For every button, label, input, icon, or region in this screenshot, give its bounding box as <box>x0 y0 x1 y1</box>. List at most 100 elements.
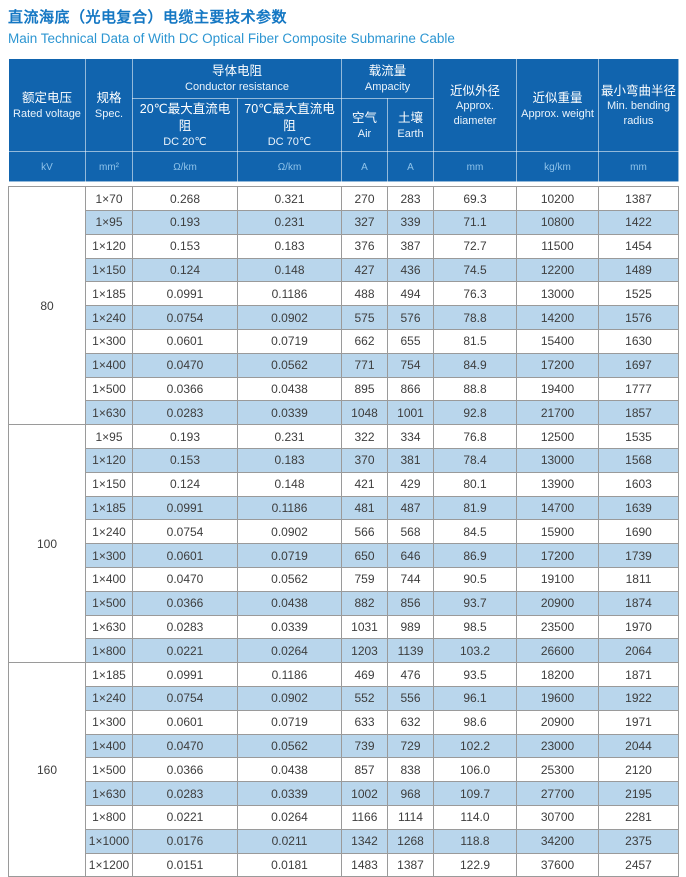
cell-dc70: 0.1186 <box>237 281 342 307</box>
cell-bending: 1489 <box>598 257 679 283</box>
cell-bending: 2064 <box>598 638 679 664</box>
cell-spec: 1×120 <box>85 448 133 473</box>
cell-dc20: 0.153 <box>132 233 238 259</box>
col-label-en: Spec. <box>94 107 124 120</box>
table-row: 1×95 0.193 0.231 327 339 71.1 10800 1422 <box>9 210 679 235</box>
cell-earth: 1139 <box>387 638 434 664</box>
cell-air: 370 <box>341 448 388 473</box>
cell-bending: 1739 <box>598 543 679 569</box>
cell-dc70: 0.0438 <box>237 590 342 616</box>
cell-bending: 1535 <box>598 424 679 450</box>
col-label-en: Conductor resistance <box>185 81 289 94</box>
cell-dc20: 0.0470 <box>132 352 238 378</box>
cell-weight: 14700 <box>516 495 599 521</box>
table-row: 1×400 0.0470 0.0562 771 754 84.9 17200 1697 <box>9 352 679 378</box>
cell-spec: 1×240 <box>85 305 133 331</box>
cell-bending: 1454 <box>598 233 679 259</box>
cell-air: 421 <box>341 471 388 497</box>
cell-rated-voltage: 160 <box>8 662 86 877</box>
cell-weight: 17200 <box>516 352 599 378</box>
cell-diameter: 106.0 <box>433 757 517 783</box>
cell-dc20: 0.0283 <box>132 781 238 807</box>
col-header-rated-voltage: 额定电压 Rated voltage <box>8 58 86 153</box>
cell-dc70: 0.0562 <box>237 352 342 378</box>
cell-dc70: 0.0339 <box>237 400 342 426</box>
cell-air: 469 <box>341 662 388 688</box>
cell-diameter: 74.5 <box>433 257 517 283</box>
table-row: 1×500 0.0366 0.0438 857 838 106.0 25300 2120 <box>9 757 679 783</box>
cell-air: 771 <box>341 352 388 378</box>
table-row: 1×185 0.0991 0.1186 481 487 81.9 14700 1639 <box>9 495 679 521</box>
cell-diameter: 98.5 <box>433 614 517 640</box>
cell-bending: 2375 <box>598 828 679 854</box>
cell-diameter: 118.8 <box>433 828 517 854</box>
col-group-conductor-resistance: 导体电阻 Conductor resistance <box>131 58 343 100</box>
table-row: 80 1×70 0.268 0.321 270 283 69.3 10200 1387 <box>8 186 679 426</box>
cell-diameter: 81.9 <box>433 495 517 521</box>
spec-table-header: 额定电压 Rated voltage 规格 Spec. 导体电阻 Conduct… <box>8 58 680 183</box>
cell-earth: 1001 <box>387 400 434 426</box>
table-row: 1×630 0.0283 0.0339 1002 968 109.7 27700 2195 <box>9 781 679 807</box>
cell-air: 488 <box>341 281 388 307</box>
table-row: 1×630 0.0283 0.0339 1031 989 98.5 23500 1970 <box>9 614 679 640</box>
cell-spec: 1×500 <box>85 757 133 783</box>
col-label-en: Earth <box>397 127 424 140</box>
unit-rated-voltage: kV <box>8 151 86 183</box>
cell-bending: 2195 <box>598 781 679 807</box>
cell-dc70: 0.0562 <box>237 567 342 592</box>
cell-weight: 12200 <box>516 257 599 283</box>
cell-earth: 381 <box>387 448 434 473</box>
cell-spec: 1×185 <box>85 495 133 521</box>
table-row: 1×300 0.0601 0.0719 662 655 81.5 15400 1630 <box>9 329 679 354</box>
col-label-en: Approx. weight <box>521 107 594 120</box>
cell-weight: 10200 <box>516 186 599 212</box>
col-label-zh: 土壤 <box>398 110 424 125</box>
cell-dc20: 0.0991 <box>132 495 238 521</box>
cell-diameter: 90.5 <box>433 567 517 592</box>
cell-diameter: 122.9 <box>433 852 517 877</box>
cell-air: 633 <box>341 709 388 735</box>
cell-bending: 1690 <box>598 519 679 545</box>
cell-diameter: 76.3 <box>433 281 517 307</box>
spec-table-body: 80 1×70 0.268 0.321 270 283 69.3 10200 1387 1×95 0… <box>8 186 679 877</box>
cell-dc70: 0.0339 <box>237 781 342 807</box>
cell-diameter: 78.8 <box>433 305 517 331</box>
cell-dc20: 0.0366 <box>132 757 238 783</box>
cell-diameter: 88.8 <box>433 376 517 402</box>
cell-weight: 37600 <box>516 852 599 877</box>
cell-bending: 1568 <box>598 448 679 473</box>
table-row: 1×240 0.0754 0.0902 552 556 96.1 19600 1922 <box>9 686 679 711</box>
cell-air: 882 <box>341 590 388 616</box>
page-title-chinese: 直流海底（光电复合）电缆主要技术参数 <box>8 9 288 26</box>
cell-spec: 1×95 <box>85 210 133 235</box>
cell-dc20: 0.193 <box>132 210 238 235</box>
cell-dc20: 0.0991 <box>132 662 238 688</box>
col-header-spec: 规格 Spec. <box>85 58 133 153</box>
cell-air: 327 <box>341 210 388 235</box>
cell-earth: 989 <box>387 614 434 640</box>
cell-spec: 1×240 <box>85 519 133 545</box>
col-label-en: Min. bending radius <box>607 100 671 127</box>
cell-earth: 655 <box>387 329 434 354</box>
col-label-zh: 20℃最大直流电阻 <box>139 102 231 134</box>
cell-diameter: 98.6 <box>433 709 517 735</box>
cell-bending: 2281 <box>598 805 679 830</box>
cell-dc20: 0.193 <box>132 424 238 450</box>
cell-bending: 1971 <box>598 709 679 735</box>
table-row: 1×400 0.0470 0.0562 759 744 90.5 19100 1811 <box>9 567 679 592</box>
page-title-english: Main Technical Data of With DC Optical F… <box>8 31 455 47</box>
cell-dc20: 0.0754 <box>132 305 238 331</box>
cell-spec: 1×150 <box>85 257 133 283</box>
cell-dc20: 0.0151 <box>132 852 238 877</box>
col-label-zh: 空气 <box>352 110 378 125</box>
cell-spec: 1×800 <box>85 638 133 664</box>
col-label-en: Approx. diameter <box>453 100 497 127</box>
cell-dc70: 0.0211 <box>237 828 342 854</box>
cell-air: 270 <box>341 186 388 212</box>
cell-dc20: 0.124 <box>132 471 238 497</box>
cell-weight: 26600 <box>516 638 599 664</box>
cell-earth: 576 <box>387 305 434 331</box>
cell-air: 1002 <box>341 781 388 807</box>
cell-air: 1031 <box>341 614 388 640</box>
col-group-ampacity: 载流量 Ampacity <box>341 58 435 100</box>
